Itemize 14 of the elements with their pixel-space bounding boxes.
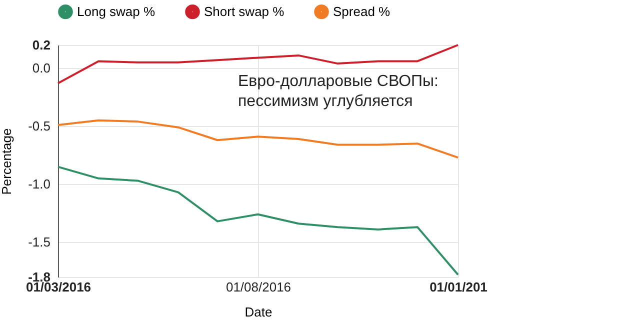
y-tick-label: -1.5 [28,234,50,250]
y-tick-label: -0.5 [28,118,50,134]
x-tick-label: 01/01/201 [430,280,488,294]
x-axis-title: Date [244,304,272,320]
legend-label: Long swap % [77,4,156,19]
line-series [57,119,459,159]
x-tick-label: 01/08/2016 [226,280,292,294]
annotation: Евро-долларовые СВОПы: пессимизм углубляется [238,73,438,110]
legend-label: Short swap % [204,4,285,19]
y-tick-label: -1.0 [28,176,50,192]
y-tick-label: 0.0 [32,60,50,76]
y-tick-label: 0.2 [32,38,50,52]
y-axis-title: Percentage [0,128,14,195]
legend-label: Spread % [333,4,391,19]
